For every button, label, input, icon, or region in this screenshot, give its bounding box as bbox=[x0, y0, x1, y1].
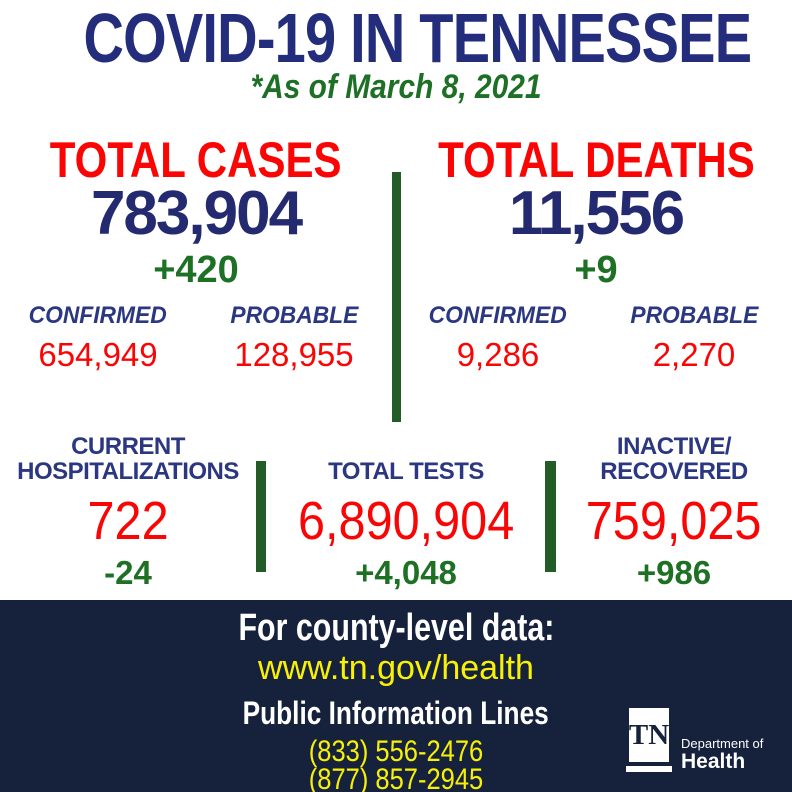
county-data-heading: For county-level data: bbox=[238, 607, 554, 649]
total-deaths-change: +9 bbox=[574, 249, 618, 291]
total-cases-label: TOTAL CASES bbox=[50, 132, 342, 188]
mid-stats-row: CURRENT HOSPITALIZATIONS 722 -24 TOTAL T… bbox=[0, 430, 792, 595]
tn-logo-abbr: TN bbox=[628, 718, 670, 751]
cases-breakdown: CONFIRMED 654,949 PROBABLE 128,955 bbox=[0, 302, 392, 374]
cases-confirmed-value: 654,949 bbox=[38, 336, 158, 373]
tn-dept-health-logo: TN Department of Health bbox=[626, 708, 763, 772]
deaths-probable-value: 2,270 bbox=[652, 336, 736, 373]
cases-confirmed-cell: CONFIRMED 654,949 bbox=[0, 302, 196, 374]
as-of-date: *As of March 8, 2021 bbox=[250, 68, 542, 106]
total-tests-section: TOTAL TESTS 6,890,904 +4,048 bbox=[266, 430, 546, 590]
deaths-probable-cell: PROBABLE 2,270 bbox=[596, 302, 792, 374]
inactive-recovered-section: INACTIVE/ RECOVERED 759,025 +986 bbox=[556, 430, 792, 590]
total-cases-value: 783,904 bbox=[90, 179, 303, 248]
tests-change: +4,048 bbox=[355, 554, 457, 591]
department-of-label: Department of bbox=[681, 736, 764, 751]
hospitalizations-label: CURRENT HOSPITALIZATIONS bbox=[17, 433, 239, 485]
hospitalizations-value: 722 bbox=[87, 491, 169, 551]
tests-label: TOTAL TESTS bbox=[328, 458, 484, 485]
tests-recovered-divider bbox=[545, 461, 556, 572]
tests-value: 6,890,904 bbox=[297, 491, 515, 551]
top-stats-row: TOTAL CASES 783,904 +420 CONFIRMED 654,9… bbox=[0, 132, 792, 426]
public-info-lines-heading: Public Information Lines bbox=[242, 695, 550, 731]
recovered-label-box: INACTIVE/ RECOVERED bbox=[556, 430, 792, 484]
total-deaths-section: TOTAL DEATHS 11,556 +9 CONFIRMED 9,286 P… bbox=[400, 132, 792, 374]
page-title: COVID-19 IN TENNESSEE bbox=[83, 0, 752, 77]
tests-label-box: TOTAL TESTS bbox=[266, 430, 546, 484]
recovered-value: 759,025 bbox=[586, 491, 762, 551]
footer: For county-level data: www.tn.gov/health… bbox=[0, 600, 792, 792]
cases-probable-label: PROBABLE bbox=[230, 302, 358, 329]
cases-probable-cell: PROBABLE 128,955 bbox=[196, 302, 392, 374]
header: COVID-19 IN TENNESSEE *As of March 8, 20… bbox=[0, 0, 792, 104]
deaths-breakdown: CONFIRMED 9,286 PROBABLE 2,270 bbox=[400, 302, 792, 374]
deaths-confirmed-value: 9,286 bbox=[456, 336, 540, 373]
hospitalizations-tests-divider bbox=[256, 461, 266, 572]
cases-deaths-divider bbox=[392, 172, 401, 422]
total-cases-section: TOTAL CASES 783,904 +420 CONFIRMED 654,9… bbox=[0, 132, 392, 374]
cases-probable-value: 128,955 bbox=[234, 336, 354, 373]
deaths-confirmed-label: CONFIRMED bbox=[428, 302, 568, 329]
tn-logo-box: TN bbox=[629, 708, 669, 762]
phone-number-1: (833) 556-2476 bbox=[308, 735, 484, 768]
current-hospitalizations-section: CURRENT HOSPITALIZATIONS 722 -24 bbox=[0, 430, 256, 590]
tn-logo-mark: TN bbox=[626, 708, 672, 772]
recovered-label: INACTIVE/ RECOVERED bbox=[600, 433, 748, 485]
phone-number-2: (877) 857-2945 bbox=[308, 763, 484, 792]
deaths-confirmed-cell: CONFIRMED 9,286 bbox=[400, 302, 596, 374]
deaths-probable-label: PROBABLE bbox=[630, 302, 758, 329]
cases-confirmed-label: CONFIRMED bbox=[28, 302, 168, 329]
total-deaths-label: TOTAL DEATHS bbox=[437, 132, 755, 188]
total-deaths-value: 11,556 bbox=[508, 179, 685, 248]
hospitalizations-label-box: CURRENT HOSPITALIZATIONS bbox=[0, 430, 256, 484]
hospitalizations-change: -24 bbox=[104, 554, 152, 591]
health-url-link[interactable]: www.tn.gov/health bbox=[258, 649, 534, 687]
total-cases-change: +420 bbox=[153, 249, 239, 291]
recovered-change: +986 bbox=[636, 554, 712, 591]
tn-logo-text: Department of Health bbox=[681, 736, 763, 772]
tn-logo-underline bbox=[626, 766, 672, 772]
health-label: Health bbox=[681, 750, 746, 773]
